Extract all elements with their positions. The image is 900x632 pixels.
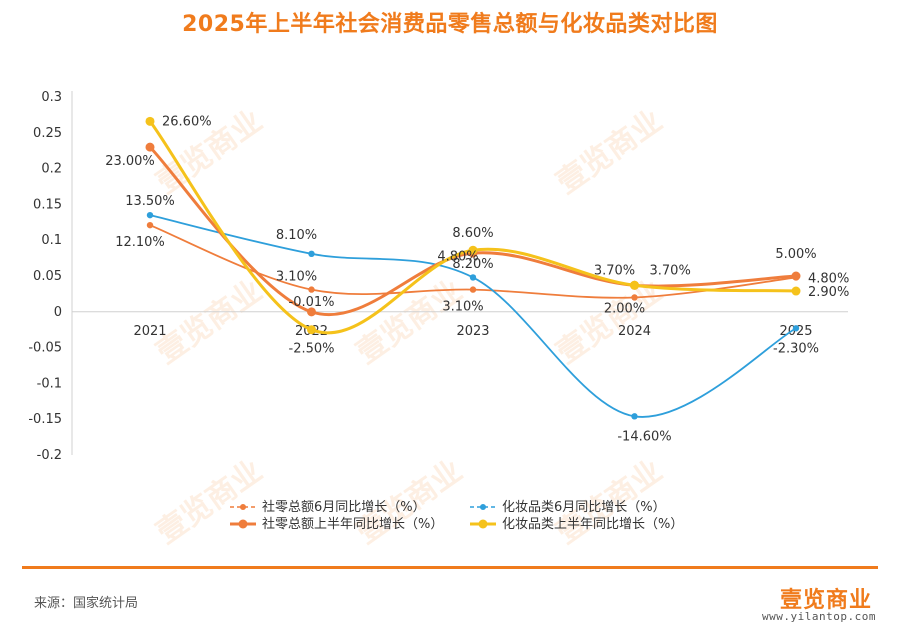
legend-label: 社零总额6月同比增长（%） (262, 499, 426, 515)
data-point (631, 413, 638, 420)
data-point (307, 325, 316, 335)
data-point (631, 294, 638, 301)
y-tick-label: 0.15 (33, 197, 62, 212)
data-label: 5.00% (775, 247, 816, 262)
legend-marker (238, 519, 248, 529)
data-point (146, 221, 154, 229)
data-label: 3.70% (594, 263, 635, 278)
legend-marker (478, 519, 488, 529)
legend-label: 化妆品类上半年同比增长（%） (502, 517, 683, 532)
data-label: 8.20% (452, 257, 493, 272)
brand-url: www.yilantop.com (762, 610, 876, 623)
legend-marker (240, 504, 246, 510)
y-tick-label: 0 (54, 305, 62, 320)
data-point (468, 245, 478, 255)
y-tick-label: -0.2 (37, 448, 62, 463)
x-tick-label: 2021 (133, 324, 166, 339)
data-point (791, 286, 801, 296)
legend-marker (480, 504, 486, 510)
data-point (469, 286, 477, 293)
data-label: 2.90% (808, 285, 849, 300)
series-lines (145, 116, 801, 420)
legend-label: 社零总额上半年同比增长（%） (262, 516, 443, 532)
data-label: -14.60% (617, 429, 671, 444)
data-point (145, 142, 155, 152)
source-note: 来源：国家统计局 (34, 596, 139, 611)
data-point (630, 280, 639, 290)
data-label: 23.00% (105, 154, 155, 169)
data-label: 8.10% (276, 228, 317, 243)
y-tick-label: -0.05 (28, 341, 62, 356)
data-point (307, 307, 316, 317)
data-label: -2.30% (773, 341, 819, 356)
y-tick-label: 0.05 (33, 269, 62, 284)
y-tick-label: 0.2 (41, 162, 62, 177)
x-tick-label: 2024 (618, 324, 651, 339)
y-tick-label: 0.25 (33, 126, 62, 141)
data-point (308, 250, 315, 258)
chart-title: 2025年上半年社会消费品零售总额与化妆品类对比图 (182, 12, 718, 37)
data-label: -2.50% (289, 342, 335, 357)
footer-rule (22, 566, 878, 569)
series-line (148, 145, 798, 317)
series-line (148, 119, 798, 335)
data-label: 3.10% (442, 300, 483, 315)
data-label: 3.10% (276, 270, 317, 285)
y-tick-label: 0.1 (41, 233, 62, 248)
data-point (469, 274, 477, 281)
legend-label: 化妆品类6月同比增长（%） (502, 500, 666, 515)
watermark-text: 壹览商业 (150, 453, 268, 550)
x-tick-label: 2023 (456, 324, 489, 339)
data-point (792, 325, 800, 332)
data-labels: 12.10% 3.10% 3.10% 2.00% 4.80% 13.50% 8.10% 4.8… (105, 114, 849, 444)
data-label: 4.80% (808, 271, 849, 286)
data-label: 3.70% (650, 263, 691, 278)
data-label: 4.80% (437, 249, 478, 264)
data-label: 26.60% (162, 114, 212, 129)
data-label: 2.00% (604, 301, 645, 316)
series-line (149, 214, 797, 418)
y-tick-label: -0.1 (37, 376, 62, 391)
data-point (308, 286, 315, 293)
data-point (791, 271, 801, 281)
data-label: 8.60% (452, 226, 493, 241)
y-tick-label: -0.15 (28, 412, 62, 427)
data-point (145, 116, 155, 126)
legend: 社零总额6月同比增长（%） 化妆品类6月同比增长（%） 社零总额上半年同比增长（%）… (230, 499, 683, 532)
data-label: 12.10% (115, 235, 165, 250)
data-point (146, 211, 154, 219)
y-tick-label: 0.3 (41, 90, 62, 105)
data-label: -0.01% (289, 295, 335, 310)
brand-logo: 壹览商业 (779, 588, 872, 613)
watermark-text: 壹览商业 (550, 103, 668, 200)
watermark-text: 壹览商业 (150, 273, 268, 370)
data-label: 13.50% (125, 194, 175, 209)
